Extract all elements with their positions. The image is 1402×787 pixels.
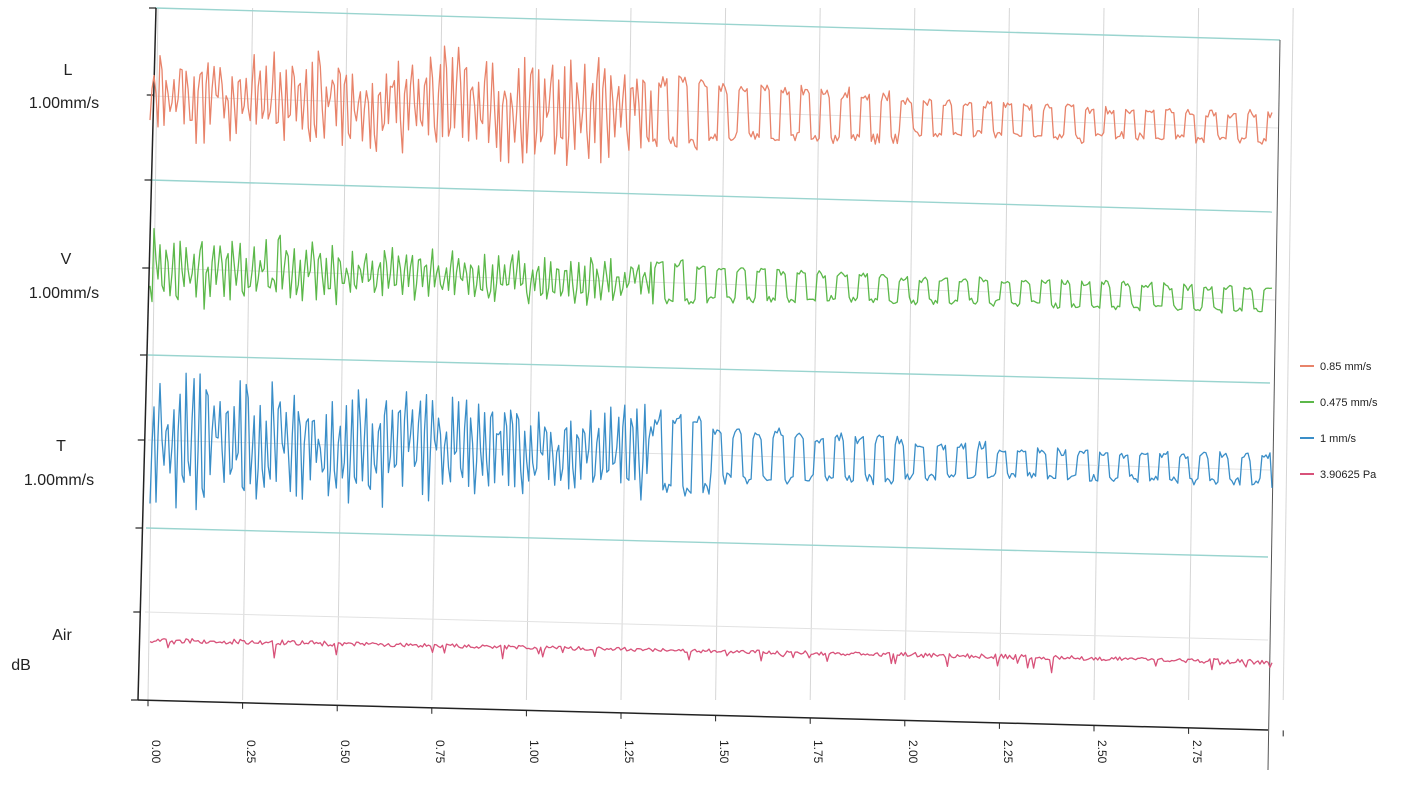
v-gridline <box>809 7 821 701</box>
v-gridline <box>904 7 916 701</box>
v-gridline <box>998 7 1010 701</box>
x-tick-10: 2.50 <box>1095 740 1109 764</box>
band-separator <box>154 7 1281 41</box>
v-gridline <box>147 7 159 701</box>
x-tick-11: 2.75 <box>1190 740 1204 764</box>
trace-l <box>149 45 1273 167</box>
x-tick-4: 1.00 <box>527 740 541 764</box>
chart-axes <box>131 7 1284 771</box>
channel-label-v: V <box>61 251 72 268</box>
baseline-gridline <box>149 267 1276 301</box>
trace-v <box>149 227 1273 314</box>
band-separator <box>147 354 1271 384</box>
legend-text-l: 0.85 mm/s <box>1320 361 1372 373</box>
v-gridline <box>431 7 443 701</box>
x-tick-labels: 0.00 0.25 0.50 0.75 1.00 1.25 1.50 1.75 … <box>149 740 1204 764</box>
channel-label-t: T <box>56 438 66 455</box>
legend: 0.85 mm/s 0.475 mm/s 1 mm/s 3.90625 Pa <box>1300 361 1378 481</box>
v-gridline <box>242 7 254 701</box>
legend-text-t: 1 mm/s <box>1320 433 1357 445</box>
y-axis <box>137 7 157 701</box>
v-gridline <box>1282 7 1294 701</box>
channel-labels: L 1.00mm/s V 1.00mm/s T 1.00mm/s Air dB <box>11 62 99 674</box>
trace-t <box>149 372 1273 511</box>
x-tick-2: 0.50 <box>338 740 352 764</box>
channel-unit-t: 1.00mm/s <box>24 472 94 489</box>
baseline-gridline <box>149 95 1279 129</box>
channel-label-l: L <box>64 62 73 79</box>
x-tick-0: 0.00 <box>149 740 163 764</box>
v-gridline <box>715 7 727 701</box>
legend-text-air: 3.90625 Pa <box>1320 469 1377 481</box>
channel-unit-air: dB <box>11 657 31 674</box>
baseline-gridline <box>147 439 1271 471</box>
x-tick-8: 2.00 <box>906 740 920 764</box>
chart-traces <box>149 45 1273 674</box>
band-separator <box>145 527 1269 558</box>
x-tick-7: 1.75 <box>811 740 825 764</box>
channel-unit-l: 1.00mm/s <box>29 95 99 112</box>
baseline-gridline <box>144 611 1269 641</box>
x-tick-5: 1.25 <box>622 740 636 764</box>
x-tick-3: 0.75 <box>433 740 447 764</box>
band-separator <box>149 179 1273 213</box>
x-tick-9: 2.25 <box>1001 740 1015 764</box>
right-border <box>1267 39 1281 771</box>
channel-label-air: Air <box>52 627 72 644</box>
v-gridline <box>336 7 348 701</box>
v-gridline <box>1093 7 1105 701</box>
trace-air <box>149 638 1273 674</box>
x-tick-6: 1.50 <box>717 740 731 764</box>
v-gridline <box>525 7 537 701</box>
channel-unit-v: 1.00mm/s <box>29 285 99 302</box>
x-axis <box>137 699 1269 731</box>
v-gridline <box>1188 7 1200 701</box>
x-tick-1: 0.25 <box>244 740 258 764</box>
legend-text-v: 0.475 mm/s <box>1320 397 1378 409</box>
